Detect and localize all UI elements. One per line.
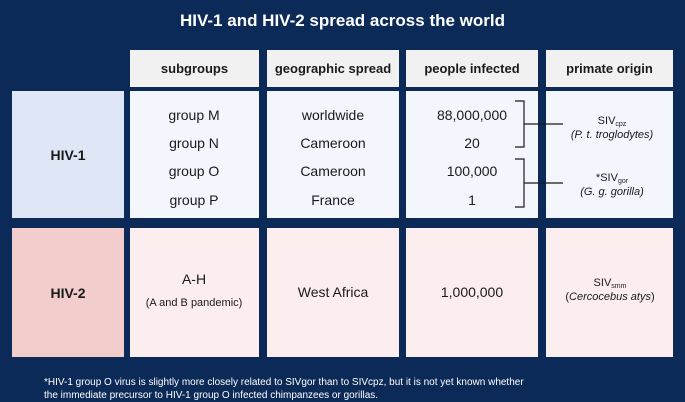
hiv2-infected-cell — [406, 228, 538, 357]
bracket-cpz — [515, 100, 563, 148]
hiv1-subgroup-m: group M — [168, 107, 220, 123]
hiv1-spread-cell — [267, 91, 399, 218]
hiv2-origin-species: (Cercocebus atys) — [565, 291, 655, 303]
hiv2-subgroups-cell — [130, 228, 259, 357]
hiv2-origin-cell — [546, 228, 673, 357]
footnote-line-2: the immediate precursor to HIV-1 group O… — [44, 390, 379, 401]
hiv2-subgroup-note: (A and B pandemic) — [145, 297, 243, 309]
header-primate-origin: primate origin — [546, 50, 673, 87]
hiv2-infected: 1,000,000 — [440, 284, 504, 300]
hiv1-infected-o: 100,000 — [446, 163, 498, 179]
hiv1-origin-cell — [546, 91, 673, 218]
bracket-gor — [515, 158, 563, 208]
hiv1-infected-m: 88,000,000 — [436, 107, 508, 123]
hiv1-spread-m: worldwide — [301, 107, 365, 123]
hiv1-spread-n: Cameroon — [300, 135, 366, 151]
hiv1-label: HIV-1 — [12, 91, 124, 218]
hiv1-origin-gor-species: (G. g. gorilla) — [580, 186, 644, 198]
footnote-line-1: *HIV-1 group O virus is slightly more cl… — [44, 377, 524, 388]
hiv1-spread-o: Cameroon — [300, 163, 366, 179]
header-geographic-spread: geographic spread — [267, 50, 399, 87]
header-subgroups: subgroups — [130, 50, 259, 87]
hiv1-subgroup-o: group O — [168, 163, 220, 179]
hiv2-subgroup: A-H — [181, 271, 207, 287]
hiv1-spread-p: France — [311, 192, 355, 208]
hiv1-infected-n: 20 — [464, 135, 480, 151]
hiv1-origin-cpz-name: SIVcpz — [597, 115, 627, 128]
hiv1-infected-p: 1 — [468, 192, 476, 208]
hiv2-origin-name: SIVsmm — [593, 277, 627, 290]
hiv1-subgroups-cell — [130, 91, 259, 218]
hiv1-infected-cell — [406, 91, 538, 218]
footnote: *HIV-1 group O virus is slightly more cl… — [44, 376, 664, 402]
page-title: HIV-1 and HIV-2 spread across the world — [180, 11, 505, 30]
hiv2-label: HIV-2 — [12, 228, 124, 357]
hiv1-subgroup-n: group N — [169, 135, 219, 151]
header-people-infected: people infected — [406, 50, 538, 87]
hiv2-spread: West Africa — [297, 284, 369, 300]
hiv2-spread-cell — [267, 228, 399, 357]
hiv1-subgroup-p: group P — [169, 192, 219, 208]
hiv1-origin-cpz-species: (P. t. troglodytes) — [570, 129, 654, 141]
hiv1-origin-gor-name: *SIVgor — [595, 172, 629, 185]
